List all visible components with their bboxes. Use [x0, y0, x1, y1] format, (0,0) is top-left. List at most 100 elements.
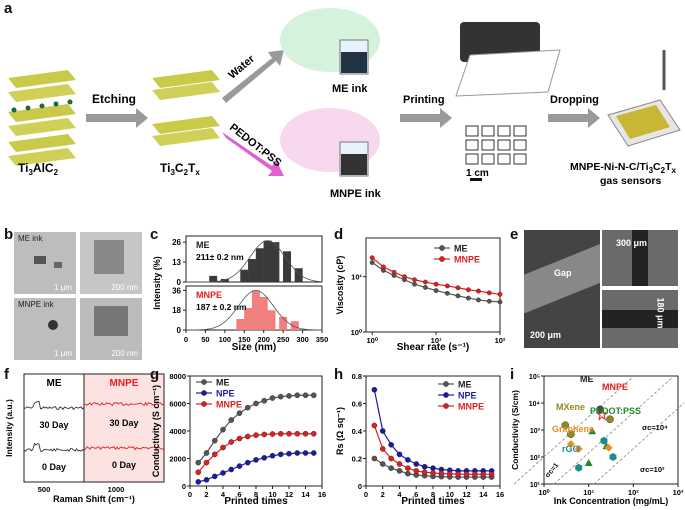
- xtick-label: 10¹: [583, 488, 594, 497]
- xtick-label: 350: [316, 335, 328, 344]
- bar-ME-3: [248, 259, 257, 282]
- point-MNPE-1: [381, 264, 386, 270]
- point-MNPE-8: [261, 431, 268, 438]
- point-ME-4: [228, 417, 235, 423]
- xtick-label: 0: [188, 490, 192, 499]
- series-label-Graphene: Graphene: [552, 424, 594, 434]
- point-MXene-1: [606, 415, 614, 424]
- point-NPE-1: [203, 477, 210, 483]
- point-MNPE-10: [476, 288, 481, 294]
- point-MNPE-2: [211, 451, 218, 458]
- tem-scale-2: 200 nm: [111, 283, 138, 292]
- point-NPE-6: [421, 463, 428, 470]
- point-MNPE-2: [391, 269, 397, 275]
- mnpe-ink-label: MNPE ink: [330, 188, 382, 200]
- point-MNPE-0: [195, 469, 202, 476]
- me-ink-label: ME ink: [332, 83, 368, 95]
- point-Graphene-1: [574, 444, 583, 453]
- point-MNPE-14: [488, 471, 495, 478]
- xtick-label: 1000: [108, 485, 125, 494]
- y-axis-label: Viscosity (cP): [335, 256, 345, 315]
- sensor-label-line2: gas sensors: [600, 175, 661, 187]
- label-MNPE-0day: 0 Day: [112, 460, 136, 470]
- guide-label-2: σc=10⁴: [642, 423, 668, 432]
- panel-label-d: d: [334, 226, 344, 243]
- guide-line-1: [553, 375, 675, 485]
- ytick-label: 0.8: [352, 372, 362, 381]
- xtick-label: 0: [184, 335, 188, 344]
- panel-label-a: a: [4, 0, 13, 17]
- point-MNPE-6: [421, 469, 428, 476]
- me-beaker: [339, 39, 369, 75]
- mnpe-section-bg: [84, 374, 164, 482]
- bar-MNPE-1: [244, 308, 253, 330]
- guide-line-0: [513, 375, 635, 485]
- xtick-label: 100: [219, 335, 232, 344]
- sem-height-label: 180 μm: [655, 297, 666, 329]
- legend-label-MNPE: MNPE: [454, 255, 480, 265]
- point-ME-10: [277, 393, 284, 400]
- legend-label-MNPE: MNPE: [458, 402, 484, 412]
- point-ME-1: [203, 450, 210, 456]
- etching-arrow: [86, 108, 148, 128]
- bar-MNPE-6: [290, 321, 299, 330]
- schematic-figure: Ti3​AlC2​ Etching Ti3​C2​Tx​ Water PEDOT…: [8, 8, 681, 200]
- panel-label-e: e: [510, 226, 519, 243]
- point-NPE-5: [236, 463, 243, 469]
- spectrum-ME-30day: [23, 400, 85, 411]
- ytick-label: 8000: [169, 372, 186, 381]
- point-ME-9: [465, 295, 471, 301]
- series-annotation-MNPE: 187 ± 0.2 nm: [196, 302, 247, 312]
- xtick-label: 14: [479, 490, 488, 499]
- ytick-label: 13: [172, 258, 181, 267]
- point-MNPE-7: [253, 432, 259, 438]
- point-NPE-3: [396, 451, 403, 458]
- printed-patterns: [465, 125, 527, 165]
- point-NPE-2: [211, 473, 218, 480]
- ytick-label: 10¹: [351, 273, 362, 282]
- ytick-label: 10¹: [530, 482, 541, 489]
- xtick-label: 16: [496, 490, 504, 499]
- ti3c2tx-label: Ti3​C2​Tx​: [160, 161, 200, 177]
- tem-scale-3: 1 μm: [54, 349, 72, 358]
- xtick-label: 150: [238, 335, 251, 344]
- bar-ME-5: [263, 240, 272, 282]
- ytick-label: 10²: [530, 455, 541, 462]
- point-MNPE-3: [396, 461, 403, 467]
- legend-label-ME: ME: [216, 378, 230, 388]
- x-axis-label: Size (nm): [232, 342, 276, 353]
- point-ME-7: [253, 400, 259, 407]
- point-MNPE-7: [444, 283, 450, 289]
- xtick-label: 16: [318, 490, 326, 499]
- fit-curve-ME: [185, 240, 323, 283]
- xtick-label: 10²: [495, 336, 506, 345]
- point-NPE-14: [310, 450, 317, 456]
- point-MNPE-0: [595, 408, 609, 421]
- series-annotation-ME: 211± 0.2 nm: [196, 252, 244, 262]
- xtick-label: 4: [221, 490, 226, 499]
- printing-label: Printing: [403, 94, 445, 106]
- point-ME-11: [486, 298, 492, 304]
- ytick-label: 0: [177, 326, 182, 335]
- scale-label-1cm: 1 cm: [466, 168, 489, 179]
- xtick-label: 8: [431, 490, 435, 499]
- y-axis-label: Intensity (a.u.): [4, 399, 14, 457]
- ti3alc2-label: Ti3​AlC2​: [18, 161, 59, 177]
- water-arrow: [222, 50, 284, 103]
- point-ME-3: [396, 468, 403, 474]
- label-ME-0day: 0 Day: [42, 462, 66, 472]
- tem-mnpe-label: MNPE ink: [18, 300, 54, 309]
- point-MNPE-4: [228, 439, 235, 445]
- point-NPE-8: [261, 455, 268, 461]
- point-MNPE-9: [269, 431, 276, 437]
- xtick-label: 2: [204, 490, 208, 499]
- chart-c-size-distribution: 0 13 26 ME 211± 0.2 nm 0 18 36 MNPE 187 ± 0.2 nm 0…: [152, 235, 328, 353]
- series-name-ME: ME: [196, 240, 210, 250]
- x-axis-label: Raman Shift (cm⁻¹): [53, 494, 135, 504]
- panel-label-i: i: [510, 366, 515, 383]
- point-MNPE-14: [310, 430, 317, 437]
- point-MXene-0: [561, 421, 570, 430]
- plot-frame: [365, 237, 501, 333]
